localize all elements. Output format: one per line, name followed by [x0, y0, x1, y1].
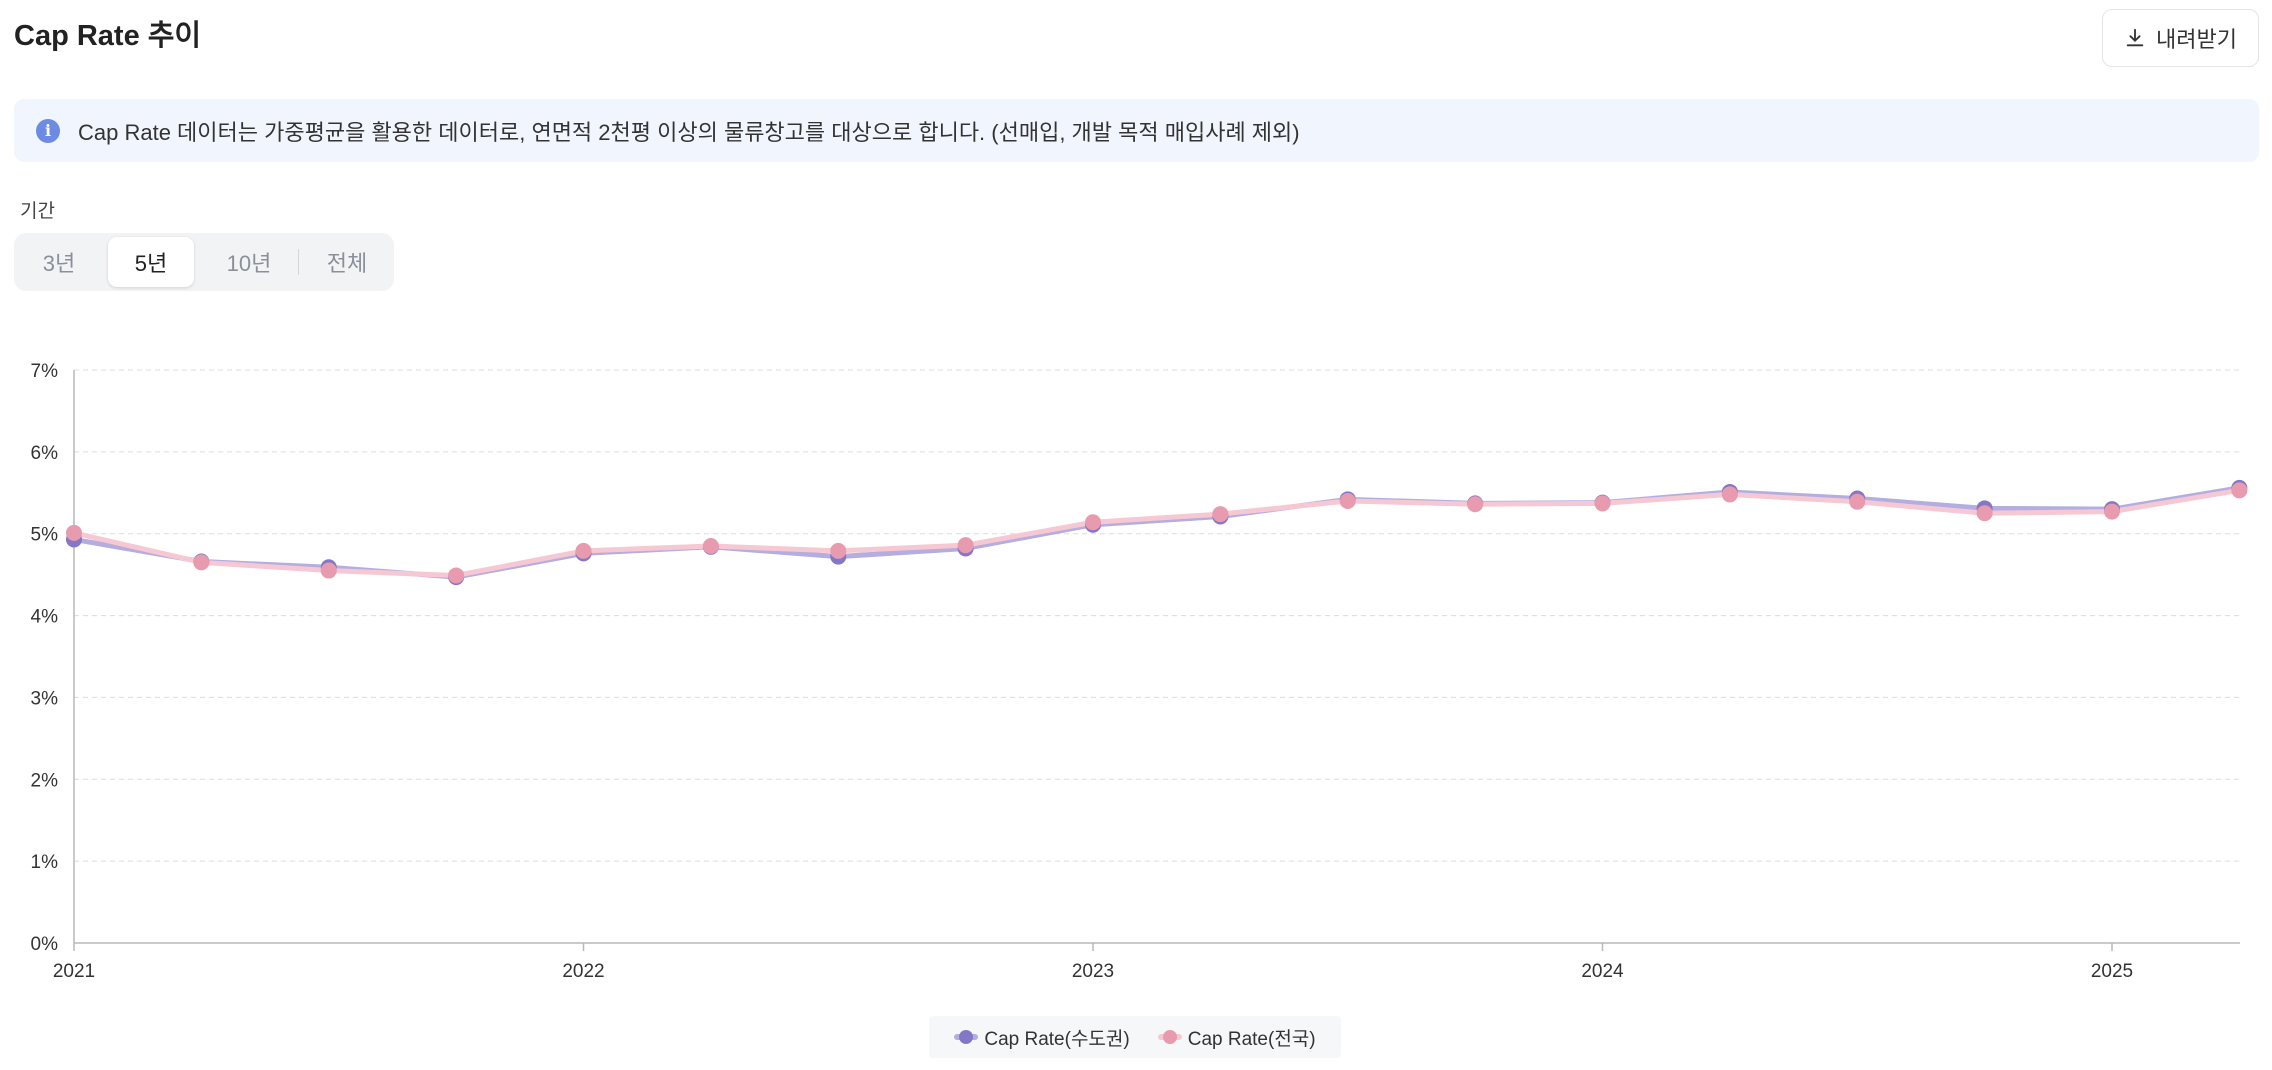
cap-rate-chart: 0% 1% 2% 3% 4% 5% 6% 7% 2021 2022 2023 2024 2025 [31, 361, 2248, 982]
data-point-national [575, 542, 592, 559]
download-button[interactable]: 내려받기 [2102, 9, 2259, 67]
y-tick-label: 6% [31, 443, 59, 464]
legend-label-national: Cap Rate(전국) [1187, 1028, 1316, 1050]
legend-label-capital: Cap Rate(수도권) [984, 1028, 1130, 1050]
data-point-national [702, 537, 719, 554]
legend-swatch-capital [954, 1030, 979, 1044]
y-tick-label: 1% [31, 852, 59, 873]
data-point-national [193, 554, 210, 571]
period-divider [298, 249, 299, 275]
data-point-national [320, 562, 337, 579]
download-label: 내려받기 [2156, 27, 2237, 52]
data-point-national [1467, 496, 1484, 513]
x-tick-label: 2024 [1581, 961, 1624, 982]
chart-legend: Cap Rate(수도권) Cap Rate(전국) [929, 1016, 1341, 1058]
series-line-capital [71, 485, 2242, 580]
x-tick-label: 2022 [562, 961, 604, 982]
data-point-national [1212, 506, 1229, 523]
period-option-all[interactable]: 전체 [326, 251, 368, 276]
y-tick-label: 7% [31, 361, 59, 382]
y-tick-label: 3% [31, 688, 59, 709]
y-tick-label: 5% [31, 525, 59, 546]
data-point-national [1085, 514, 1101, 531]
y-tick-label: 0% [31, 934, 59, 955]
x-tick-label: 2021 [53, 961, 95, 982]
data-point-national [830, 542, 847, 559]
info-text: Cap Rate 데이터는 가중평균을 활용한 데이터로, 연면적 2천평 이상… [78, 119, 1300, 145]
y-tick-label: 4% [31, 607, 59, 628]
data-point-national [1594, 495, 1611, 512]
data-point-national [957, 537, 974, 554]
download-icon [2126, 28, 2144, 47]
legend-item-national[interactable]: Cap Rate(전국) [1157, 1024, 1316, 1051]
series-line-national [71, 487, 2242, 578]
y-tick-label: 2% [31, 770, 59, 791]
period-option-5y[interactable]: 5년 [108, 237, 194, 287]
data-point-national [2231, 482, 2248, 499]
info-banner: i Cap Rate 데이터는 가중평균을 활용한 데이터로, 연면적 2천평 … [14, 99, 2259, 162]
data-point-national [448, 567, 465, 584]
legend-swatch-national [1157, 1030, 1182, 1044]
period-selector: 3년 5년 10년 전체 [14, 233, 394, 291]
x-tick-label: 2023 [1072, 961, 1114, 982]
page-title: Cap Rate 추이 [14, 20, 202, 52]
data-point-national [1849, 493, 1866, 510]
x-tick-label: 2025 [2091, 961, 2133, 982]
data-point-national [66, 524, 82, 541]
legend-item-capital[interactable]: Cap Rate(수도권) [954, 1024, 1130, 1051]
period-option-3y[interactable]: 3년 [42, 251, 76, 276]
info-icon: i [36, 118, 60, 143]
period-label: 기간 [20, 201, 55, 222]
data-point-national [2104, 503, 2120, 520]
period-option-10y[interactable]: 10년 [226, 251, 272, 276]
data-point-national [1976, 505, 1993, 522]
data-point-national [1721, 486, 1738, 503]
data-point-national [1339, 492, 1356, 509]
